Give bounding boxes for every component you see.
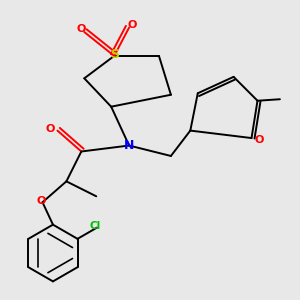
Text: S: S bbox=[110, 48, 119, 61]
Text: O: O bbox=[76, 24, 86, 34]
Text: O: O bbox=[128, 20, 137, 30]
Text: Cl: Cl bbox=[90, 221, 101, 231]
Text: O: O bbox=[36, 196, 46, 206]
Text: O: O bbox=[45, 124, 55, 134]
Text: O: O bbox=[254, 134, 264, 145]
Text: N: N bbox=[124, 139, 134, 152]
